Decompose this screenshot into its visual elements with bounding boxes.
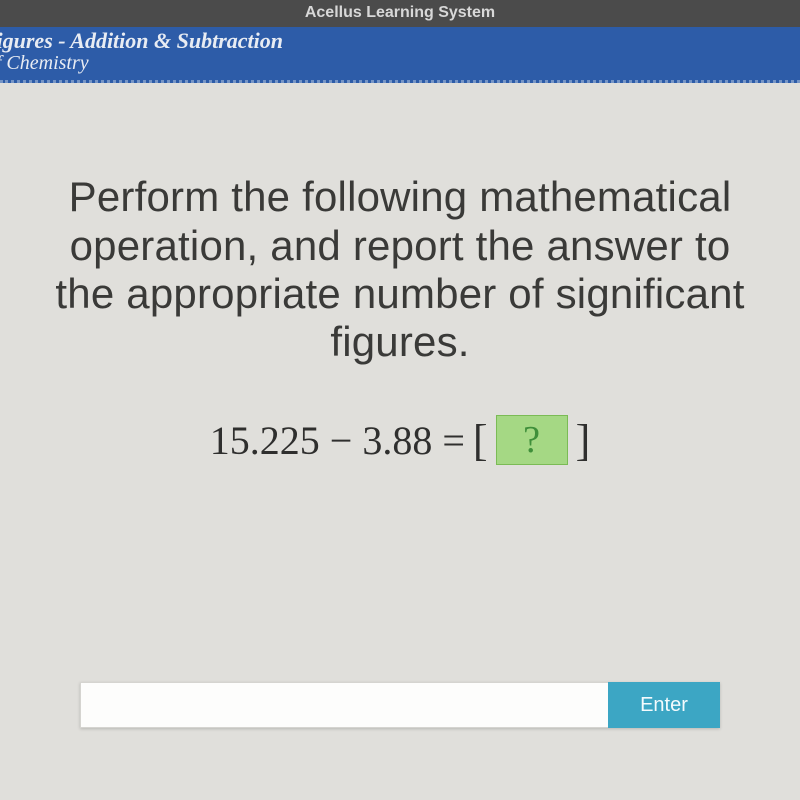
enter-button[interactable]: Enter [608,682,720,728]
lesson-title-line1: nt Figures - Addition & Subtraction [0,29,800,53]
system-title: Acellus Learning System [305,4,495,21]
answer-placeholder-box[interactable]: ? [496,415,568,465]
question-prompt: Perform the following mathematical opera… [40,173,760,366]
bracket-right: ] [576,415,591,466]
answer-placeholder-text: ? [523,418,540,462]
lesson-title-line2: e of Chemistry [0,53,800,75]
bracket-left: [ [473,415,488,466]
answer-input[interactable] [80,682,608,728]
system-title-bar: Acellus Learning System [0,0,800,27]
equation-lhs: 15.225 − 3.88 = [210,417,465,464]
answer-input-row: Enter [80,682,720,728]
equation-row: 15.225 − 3.88 = [ ? ] [40,415,760,466]
question-area: Perform the following mathematical opera… [0,83,800,465]
lesson-header: nt Figures - Addition & Subtraction e of… [0,27,800,83]
